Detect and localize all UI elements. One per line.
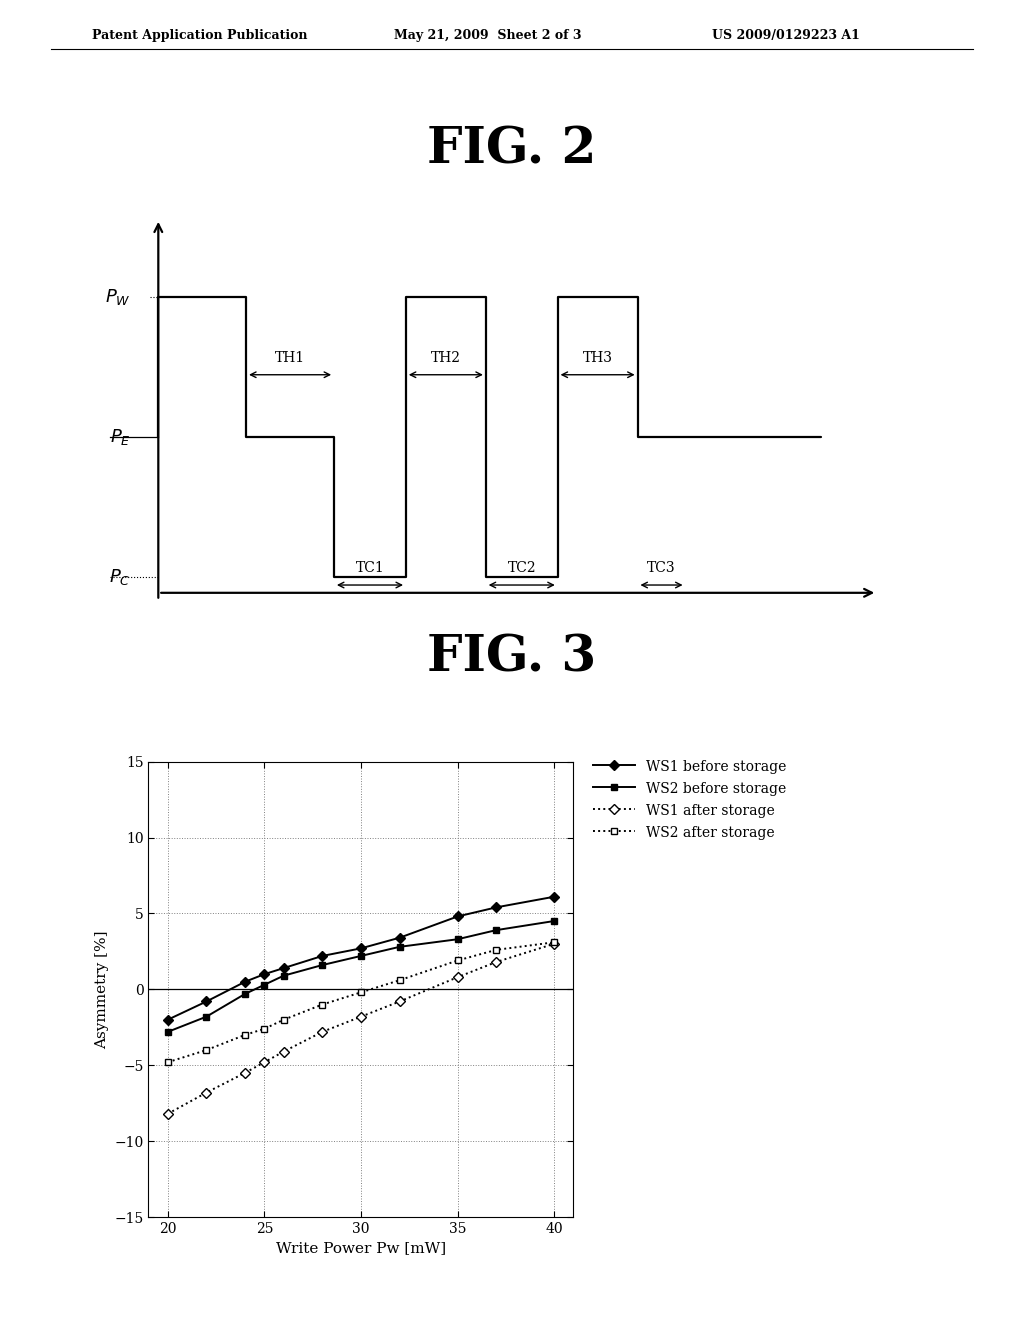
- WS2 after storage: [201, 1043, 213, 1059]
- Legend: WS1 before storage, WS2 before storage, WS1 after storage, WS2 after storage: WS1 before storage, WS2 before storage, …: [593, 759, 786, 840]
- WS1 after storage: [452, 969, 464, 985]
- WS2 after storage: [393, 973, 406, 989]
- WS1 before storage: [201, 994, 213, 1010]
- WS1 after storage: [354, 1008, 367, 1024]
- Text: TC3: TC3: [647, 561, 676, 576]
- Text: TH3: TH3: [583, 351, 612, 366]
- WS2 before storage: [316, 957, 329, 973]
- Line: WS2 after storage: WS2 after storage: [164, 939, 558, 1065]
- WS1 before storage: [162, 1011, 174, 1027]
- Text: TH2: TH2: [431, 351, 461, 366]
- WS1 before storage: [316, 948, 329, 964]
- Text: TH1: TH1: [275, 351, 305, 366]
- WS2 before storage: [490, 923, 503, 939]
- Text: $P_E$: $P_E$: [110, 428, 130, 447]
- WS1 before storage: [239, 974, 251, 990]
- WS1 before storage: [393, 929, 406, 945]
- WS2 after storage: [548, 935, 560, 950]
- Text: May 21, 2009  Sheet 2 of 3: May 21, 2009 Sheet 2 of 3: [394, 29, 582, 42]
- Y-axis label: Asymmetry [%]: Asymmetry [%]: [95, 931, 109, 1048]
- WS2 after storage: [162, 1055, 174, 1071]
- WS2 before storage: [162, 1024, 174, 1040]
- WS1 after storage: [201, 1085, 213, 1101]
- Text: US 2009/0129223 A1: US 2009/0129223 A1: [712, 29, 859, 42]
- WS2 before storage: [239, 986, 251, 1002]
- WS1 before storage: [258, 966, 270, 982]
- WS2 after storage: [490, 942, 503, 958]
- WS1 after storage: [239, 1065, 251, 1081]
- WS2 before storage: [393, 939, 406, 954]
- WS1 before storage: [452, 908, 464, 924]
- WS1 before storage: [548, 888, 560, 904]
- WS2 before storage: [354, 948, 367, 964]
- WS2 after storage: [316, 997, 329, 1012]
- WS2 before storage: [452, 932, 464, 948]
- Text: FIG. 2: FIG. 2: [427, 125, 597, 174]
- Text: TC1: TC1: [355, 561, 384, 576]
- Text: $P_W$: $P_W$: [104, 286, 130, 306]
- Text: FIG. 3: FIG. 3: [427, 634, 597, 682]
- Text: TC2: TC2: [508, 561, 536, 576]
- WS2 after storage: [354, 985, 367, 1001]
- WS2 before storage: [201, 1008, 213, 1024]
- WS2 before storage: [278, 968, 290, 983]
- X-axis label: Write Power Pw [mW]: Write Power Pw [mW]: [275, 1241, 446, 1255]
- WS2 after storage: [258, 1020, 270, 1036]
- WS1 after storage: [278, 1044, 290, 1060]
- Text: Patent Application Publication: Patent Application Publication: [92, 29, 307, 42]
- WS1 before storage: [278, 960, 290, 975]
- WS2 before storage: [258, 977, 270, 993]
- WS1 after storage: [490, 954, 503, 970]
- Line: WS1 after storage: WS1 after storage: [164, 940, 558, 1117]
- WS2 after storage: [452, 953, 464, 969]
- WS2 before storage: [548, 913, 560, 929]
- WS2 after storage: [278, 1011, 290, 1027]
- WS1 after storage: [393, 994, 406, 1010]
- WS1 after storage: [548, 936, 560, 952]
- WS1 before storage: [490, 899, 503, 915]
- WS1 after storage: [162, 1106, 174, 1122]
- Line: WS2 before storage: WS2 before storage: [164, 917, 558, 1035]
- WS1 before storage: [354, 940, 367, 956]
- WS2 after storage: [239, 1027, 251, 1043]
- WS1 after storage: [316, 1024, 329, 1040]
- Line: WS1 before storage: WS1 before storage: [164, 894, 558, 1023]
- Text: $P_C$: $P_C$: [109, 568, 130, 587]
- WS1 after storage: [258, 1055, 270, 1071]
